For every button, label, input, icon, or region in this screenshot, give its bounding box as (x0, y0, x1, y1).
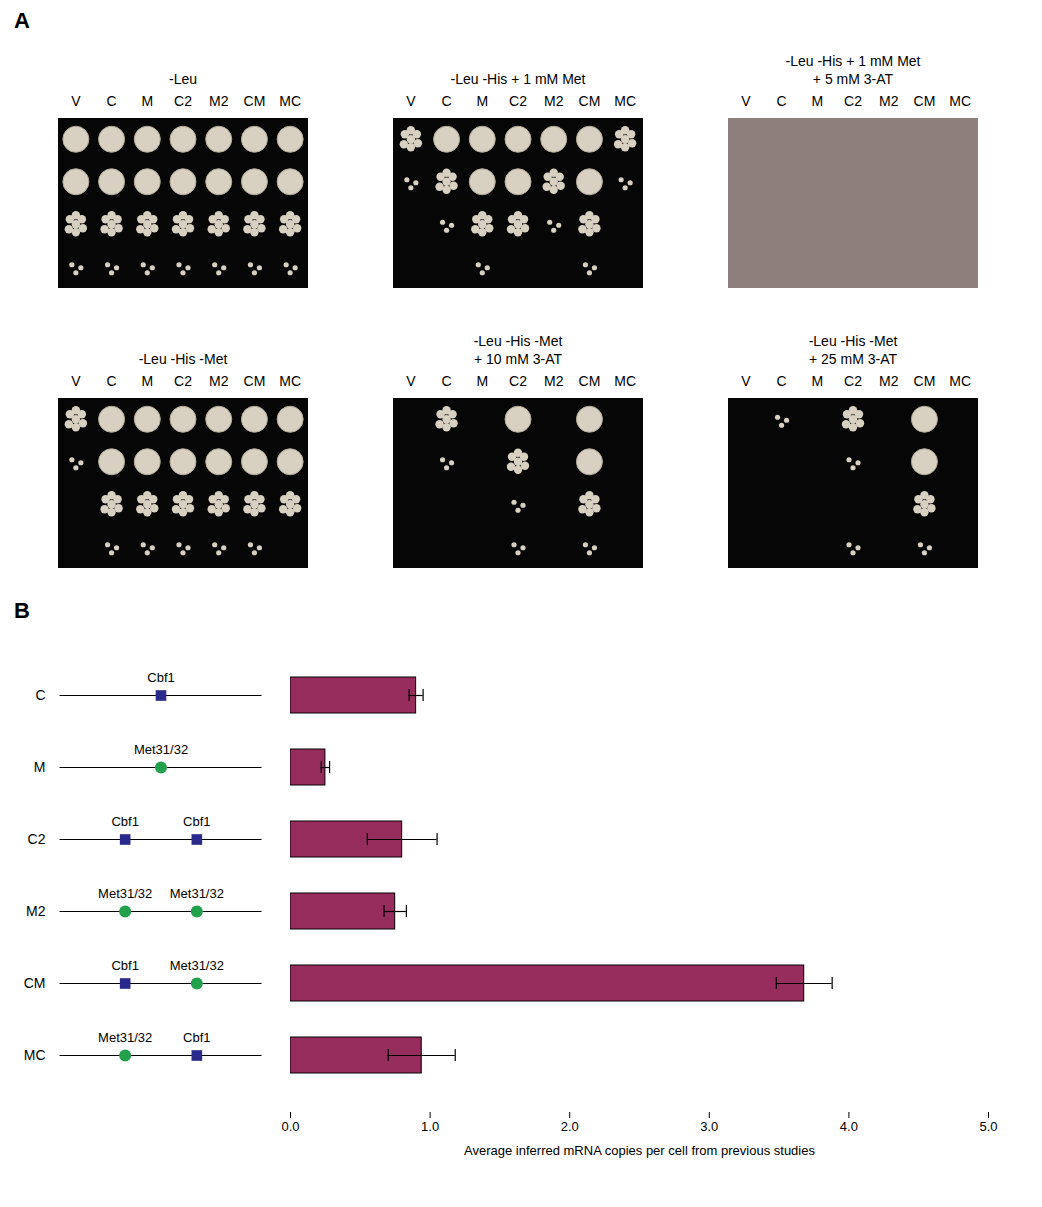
svg-text:M: M (476, 373, 488, 389)
svg-text:M: M (811, 93, 823, 109)
html-text:A: A (14, 8, 30, 33)
html-text:B: B (14, 598, 30, 623)
svg-text:C2: C2 (174, 373, 192, 389)
svg-text:V: V (71, 373, 81, 389)
svg-text:Cbf1: Cbf1 (147, 670, 174, 685)
svg-text:CM: CM (579, 373, 601, 389)
svg-text:M2: M2 (209, 93, 229, 109)
svg-text:5.0: 5.0 (979, 1119, 997, 1134)
svg-text:M: M (34, 759, 46, 775)
svg-text:CM: CM (579, 93, 601, 109)
svg-text:M2: M2 (544, 373, 564, 389)
svg-text:M2: M2 (209, 373, 229, 389)
svg-text:Met31/32: Met31/32 (170, 886, 224, 901)
svg-text:4.0: 4.0 (840, 1119, 858, 1134)
svg-text:+ 10 mM 3-AT: + 10 mM 3-AT (474, 351, 562, 367)
svg-text:Average inferred mRNA copies p: Average inferred mRNA copies per cell fr… (464, 1143, 815, 1158)
svg-text:M2: M2 (879, 93, 899, 109)
svg-text:MC: MC (614, 93, 636, 109)
svg-text:M: M (811, 373, 823, 389)
svg-text:MC: MC (949, 373, 971, 389)
svg-text:M: M (476, 93, 488, 109)
svg-text:1.0: 1.0 (421, 1119, 439, 1134)
svg-text:CM: CM (244, 373, 266, 389)
svg-text:2.0: 2.0 (561, 1119, 579, 1134)
svg-text:C: C (442, 373, 452, 389)
svg-text:-Leu -His -Met: -Leu -His -Met (139, 351, 228, 367)
svg-text:C: C (777, 93, 787, 109)
svg-text:MC: MC (279, 93, 301, 109)
svg-text:Cbf1: Cbf1 (111, 814, 138, 829)
svg-text:-Leu -His + 1 mM Met: -Leu -His + 1 mM Met (786, 53, 921, 69)
svg-text:MC: MC (614, 373, 636, 389)
svg-text:M2: M2 (544, 93, 564, 109)
svg-text:V: V (406, 93, 416, 109)
svg-text:C: C (107, 93, 117, 109)
svg-text:C2: C2 (509, 93, 527, 109)
svg-text:Cbf1: Cbf1 (183, 1030, 210, 1045)
svg-text:Cbf1: Cbf1 (183, 814, 210, 829)
svg-text:Met31/32: Met31/32 (134, 742, 188, 757)
svg-text:V: V (741, 93, 751, 109)
svg-text:CM: CM (914, 373, 936, 389)
svg-text:MC: MC (24, 1047, 46, 1063)
svg-text:M: M (141, 373, 153, 389)
svg-text:-Leu: -Leu (169, 71, 197, 87)
svg-text:Cbf1: Cbf1 (111, 958, 138, 973)
svg-text:0.0: 0.0 (281, 1119, 299, 1134)
svg-text:C: C (107, 373, 117, 389)
svg-text:C2: C2 (844, 373, 862, 389)
svg-text:C2: C2 (174, 93, 192, 109)
svg-text:-Leu -His -Met: -Leu -His -Met (809, 333, 898, 349)
svg-text:C: C (35, 687, 45, 703)
svg-text:M: M (141, 93, 153, 109)
svg-text:Met31/32: Met31/32 (170, 958, 224, 973)
svg-text:3.0: 3.0 (700, 1119, 718, 1134)
svg-text:CM: CM (24, 975, 46, 991)
svg-text:CM: CM (244, 93, 266, 109)
svg-text:C: C (442, 93, 452, 109)
svg-text:M2: M2 (879, 373, 899, 389)
svg-text:C: C (777, 373, 787, 389)
svg-text:MC: MC (949, 93, 971, 109)
svg-text:V: V (71, 93, 81, 109)
svg-text:C2: C2 (28, 831, 46, 847)
svg-text:MC: MC (279, 373, 301, 389)
svg-text:-Leu -His + 1 mM Met: -Leu -His + 1 mM Met (451, 71, 586, 87)
svg-text:V: V (406, 373, 416, 389)
svg-text:-Leu -His -Met: -Leu -His -Met (474, 333, 563, 349)
svg-text:C2: C2 (844, 93, 862, 109)
svg-text:+ 5 mM 3-AT: + 5 mM 3-AT (813, 71, 894, 87)
svg-text:+ 25 mM 3-AT: + 25 mM 3-AT (809, 351, 897, 367)
svg-text:Met31/32: Met31/32 (98, 886, 152, 901)
svg-text:M2: M2 (26, 903, 46, 919)
svg-text:V: V (741, 373, 751, 389)
svg-text:C2: C2 (509, 373, 527, 389)
svg-text:CM: CM (914, 93, 936, 109)
svg-text:Met31/32: Met31/32 (98, 1030, 152, 1045)
